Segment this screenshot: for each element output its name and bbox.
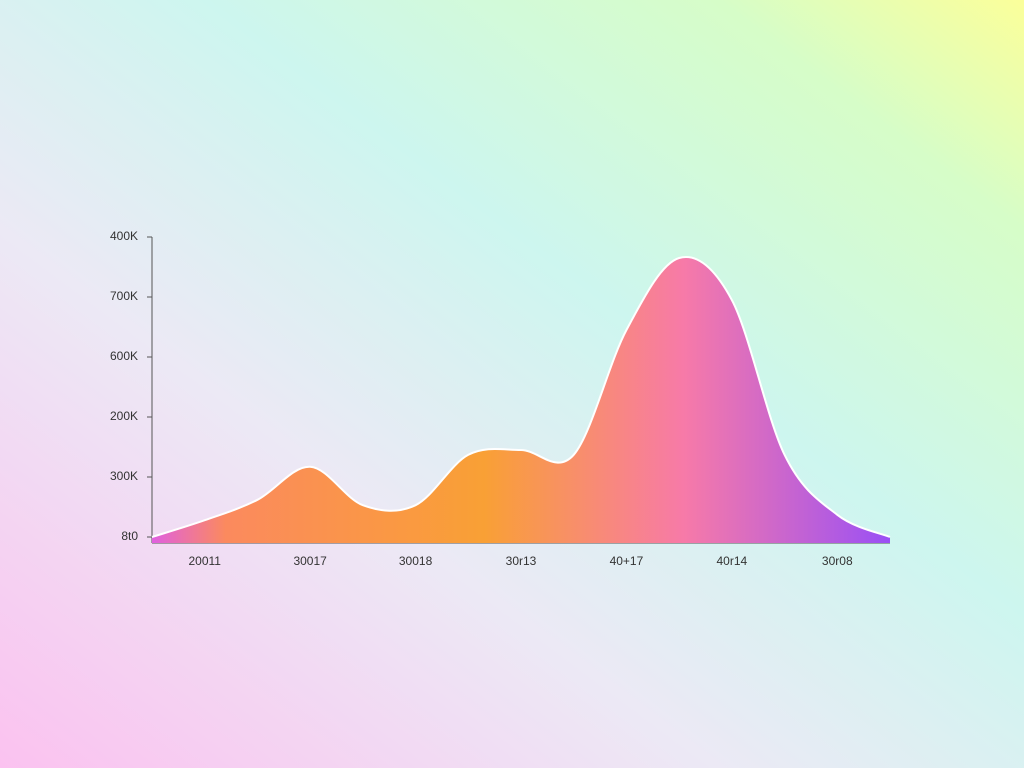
x-tick-label: 30018	[399, 554, 433, 568]
area	[152, 257, 890, 543]
y-tick-label: 400K	[110, 229, 138, 243]
y-tick-label: 200K	[110, 409, 138, 423]
x-tick-label: 30r08	[822, 554, 853, 568]
y-tick-label: 700K	[110, 289, 138, 303]
x-tick-label: 20011	[188, 554, 221, 568]
x-tick-label: 30017	[293, 554, 327, 568]
x-tick-label: 30r13	[506, 554, 537, 568]
y-tick-label: 8t0	[121, 529, 138, 543]
y-tick-label: 300K	[110, 469, 138, 483]
x-tick-label: 40r14	[717, 554, 748, 568]
x-tick-label: 40+17	[610, 554, 644, 568]
area-outline	[151, 256, 891, 538]
y-tick-label: 600K	[110, 349, 138, 363]
